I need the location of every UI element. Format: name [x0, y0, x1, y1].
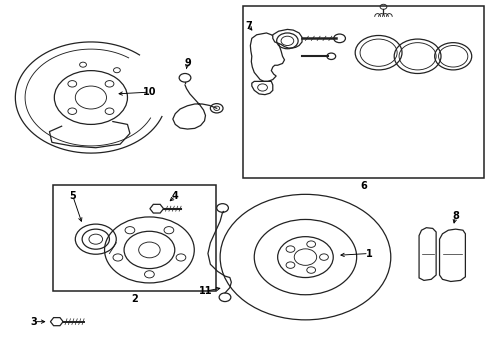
- Polygon shape: [251, 81, 272, 95]
- Text: 6: 6: [360, 181, 366, 191]
- Text: 1: 1: [365, 248, 371, 258]
- Polygon shape: [250, 33, 284, 81]
- Text: 5: 5: [69, 191, 76, 201]
- Bar: [243, 6, 484, 178]
- Text: 11: 11: [198, 286, 212, 296]
- Polygon shape: [272, 30, 302, 48]
- Polygon shape: [418, 228, 435, 280]
- Text: 3: 3: [30, 317, 37, 327]
- Text: 8: 8: [451, 211, 458, 221]
- Text: 2: 2: [131, 294, 138, 304]
- Polygon shape: [50, 318, 63, 326]
- Text: 9: 9: [183, 58, 190, 68]
- Text: 7: 7: [244, 21, 251, 31]
- Polygon shape: [439, 229, 465, 282]
- Text: 10: 10: [142, 87, 156, 97]
- Polygon shape: [150, 204, 163, 213]
- Bar: [53, 185, 216, 291]
- Text: 4: 4: [172, 191, 178, 201]
